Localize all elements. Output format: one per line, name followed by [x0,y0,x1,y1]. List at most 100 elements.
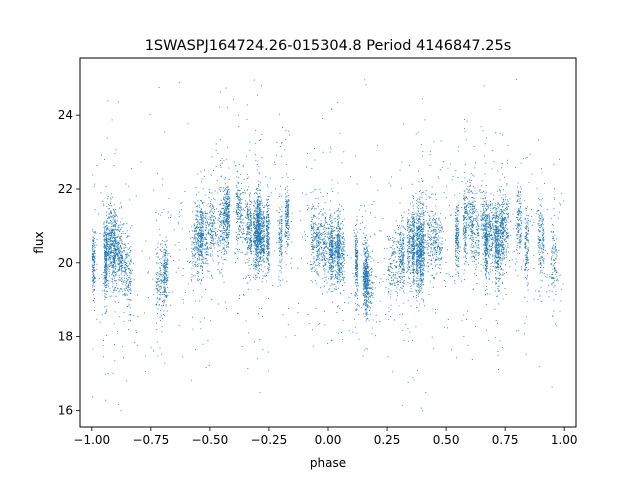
data-point [552,282,554,284]
data-point [281,218,283,220]
data-point [108,256,110,258]
data-point [239,198,241,200]
data-point [496,247,498,249]
data-point [492,218,493,220]
data-point [247,261,249,263]
data-point [371,281,373,283]
data-point [253,234,254,236]
data-point [477,228,479,230]
data-point [114,240,115,242]
data-point [489,216,491,218]
data-point [423,268,425,270]
data-point [330,108,332,110]
data-point [219,221,221,223]
data-point [250,219,252,221]
data-point [254,262,256,263]
data-point [223,281,225,283]
data-point [497,231,499,233]
data-point [224,219,226,221]
data-point [474,212,476,213]
data-point [438,260,440,262]
data-point [465,228,467,230]
data-point [433,215,435,217]
data-point [428,227,430,229]
data-point [115,221,117,222]
data-point [254,235,256,237]
data-point [255,219,257,221]
data-point [370,288,371,290]
data-point [401,276,403,278]
data-point [200,228,202,230]
data-point [221,223,223,225]
data-point [267,206,269,207]
data-point [226,251,227,253]
data-point [121,226,123,228]
data-point [200,219,202,221]
data-point [204,221,206,223]
data-point [281,231,283,233]
data-point [206,239,208,241]
data-point [226,205,228,207]
data-point [485,243,487,245]
data-point [236,218,238,219]
data-point [262,226,264,228]
data-point [110,254,111,256]
data-point [363,267,365,269]
data-point [205,213,207,215]
data-point [197,239,199,241]
data-point [484,143,486,145]
data-point [242,231,244,233]
data-point [253,242,255,244]
data-point [364,269,366,271]
data-point [484,229,486,231]
data-point [279,227,280,229]
data-point [330,217,332,219]
data-point [115,226,116,228]
data-point [410,229,411,231]
data-point [432,219,434,221]
data-point [237,213,238,215]
data-point [224,183,226,185]
data-point [553,268,555,270]
data-point [110,235,112,237]
data-point [240,206,242,208]
data-point [419,227,421,229]
data-point [475,218,477,220]
data-point [436,236,438,238]
data-point [496,261,498,263]
data-point [490,193,492,195]
data-point [419,217,420,219]
data-point [256,206,258,208]
data-point [491,227,493,229]
data-point [242,215,243,217]
data-point [464,209,466,211]
data-point [395,284,397,286]
data-point [236,195,238,197]
data-point [118,267,120,269]
data-point [248,260,250,262]
data-point [332,237,334,239]
data-point [278,247,280,249]
data-point [407,255,409,257]
data-point [331,229,333,230]
data-point [206,217,208,219]
data-point [228,186,230,188]
data-point [488,223,489,225]
data-point [253,205,255,207]
data-point [486,218,488,220]
data-point [242,218,244,220]
data-point [497,247,499,248]
data-point [260,258,261,260]
data-point [121,265,123,267]
data-point [223,224,225,226]
data-point [433,217,435,219]
data-point [249,212,251,214]
data-point [369,270,371,272]
data-point [115,241,117,243]
data-point [211,243,213,245]
data-point [408,241,409,243]
data-point [407,264,409,265]
data-point [395,256,396,258]
data-point [428,214,430,216]
data-point [209,222,211,224]
